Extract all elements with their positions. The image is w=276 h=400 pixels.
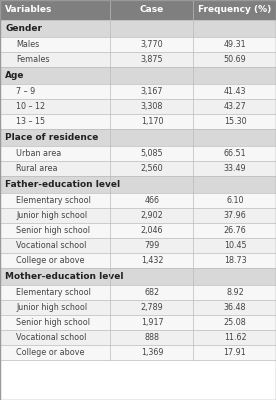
Bar (0, 67, 276, 84)
Bar (0, 315, 276, 330)
Text: 17.91: 17.91 (224, 348, 246, 357)
Text: Senior high school: Senior high school (16, 226, 90, 235)
Text: 5,085: 5,085 (141, 149, 163, 158)
Text: Elementary school: Elementary school (16, 196, 91, 205)
Text: Elementary school: Elementary school (16, 288, 91, 297)
Text: Junior high school: Junior high school (16, 303, 87, 312)
Bar (0, 238, 276, 253)
Bar (0, 345, 276, 360)
Text: Case: Case (140, 6, 164, 14)
Bar (0, 285, 276, 300)
Text: 3,167: 3,167 (141, 87, 163, 96)
Bar (0, 146, 276, 161)
Bar (0, 0, 276, 20)
Text: 799: 799 (144, 241, 160, 250)
Bar (0, 20, 276, 37)
Text: 15.30: 15.30 (224, 117, 246, 126)
Text: 1,432: 1,432 (141, 256, 163, 265)
Bar (0, 223, 276, 238)
Text: 6.10: 6.10 (226, 196, 244, 205)
Text: Place of residence: Place of residence (5, 133, 98, 142)
Text: Urban area: Urban area (16, 149, 61, 158)
Bar (0, 84, 276, 99)
Bar (0, 360, 276, 400)
Bar (0, 330, 276, 345)
Bar (0, 300, 276, 315)
Bar (0, 99, 276, 114)
Text: Father-education level: Father-education level (5, 180, 120, 189)
Text: 11.62: 11.62 (224, 333, 246, 342)
Text: 36.48: 36.48 (224, 303, 246, 312)
Text: 3,308: 3,308 (141, 102, 163, 111)
Text: 3,770: 3,770 (141, 40, 163, 49)
Text: 1,369: 1,369 (141, 348, 163, 357)
Bar (0, 193, 276, 208)
Bar (0, 161, 276, 176)
Bar (0, 129, 276, 146)
Text: Gender: Gender (5, 24, 42, 33)
Text: Age: Age (5, 71, 25, 80)
Text: 3,875: 3,875 (141, 55, 163, 64)
Text: Vocational school: Vocational school (16, 333, 86, 342)
Text: 10 – 12: 10 – 12 (16, 102, 45, 111)
Text: 2,902: 2,902 (141, 211, 163, 220)
Bar (0, 253, 276, 268)
Text: Females: Females (16, 55, 49, 64)
Text: College or above: College or above (16, 256, 84, 265)
Text: 2,789: 2,789 (141, 303, 163, 312)
Text: 43.27: 43.27 (224, 102, 246, 111)
Text: Junior high school: Junior high school (16, 211, 87, 220)
Text: Vocational school: Vocational school (16, 241, 86, 250)
Text: Senior high school: Senior high school (16, 318, 90, 327)
Text: 682: 682 (144, 288, 160, 297)
Bar (0, 208, 276, 223)
Text: 25.08: 25.08 (224, 318, 246, 327)
Text: 26.76: 26.76 (224, 226, 246, 235)
Text: 50.69: 50.69 (224, 55, 246, 64)
Text: 10.45: 10.45 (224, 241, 246, 250)
Text: Males: Males (16, 40, 39, 49)
Text: 888: 888 (145, 333, 160, 342)
Text: Variables: Variables (5, 6, 52, 14)
Text: 7 – 9: 7 – 9 (16, 87, 35, 96)
Text: 49.31: 49.31 (224, 40, 246, 49)
Text: College or above: College or above (16, 348, 84, 357)
Text: 1,917: 1,917 (141, 318, 163, 327)
Text: 2,046: 2,046 (141, 226, 163, 235)
Bar (0, 176, 276, 193)
Text: Mother-education level: Mother-education level (5, 272, 123, 281)
Text: 466: 466 (145, 196, 160, 205)
Text: 41.43: 41.43 (224, 87, 246, 96)
Text: 37.96: 37.96 (224, 211, 246, 220)
Text: 18.73: 18.73 (224, 256, 246, 265)
Bar (0, 114, 276, 129)
Text: 8.92: 8.92 (226, 288, 244, 297)
Text: 13 – 15: 13 – 15 (16, 117, 45, 126)
Text: 2,560: 2,560 (141, 164, 163, 173)
Bar (0, 37, 276, 52)
Bar (0, 268, 276, 285)
Text: 33.49: 33.49 (224, 164, 246, 173)
Bar (0, 52, 276, 67)
Text: Frequency (%): Frequency (%) (198, 6, 272, 14)
Text: 66.51: 66.51 (224, 149, 246, 158)
Text: Rural area: Rural area (16, 164, 57, 173)
Text: 1,170: 1,170 (141, 117, 163, 126)
